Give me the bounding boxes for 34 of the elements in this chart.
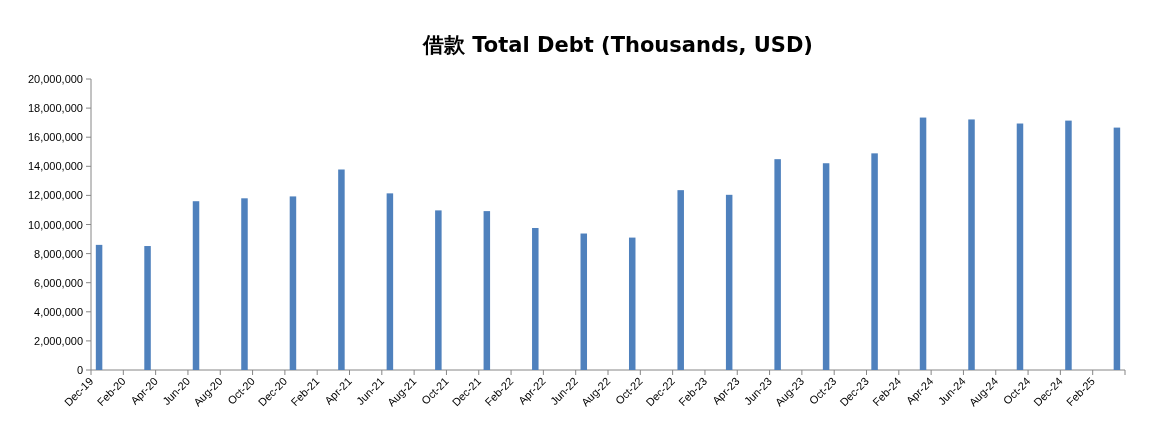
bar	[1065, 120, 1072, 370]
bar	[871, 153, 878, 370]
bar	[1016, 123, 1024, 370]
bar	[1113, 127, 1121, 370]
bar	[725, 194, 733, 370]
bar	[677, 190, 684, 370]
chart-title: 借款 Total Debt (Thousands, USD)	[422, 33, 813, 57]
y-tick-label: 12,000,000	[27, 189, 83, 202]
y-tick-label: 0	[76, 364, 83, 376]
bar	[774, 159, 781, 370]
bar	[144, 246, 151, 370]
bar	[968, 119, 975, 370]
y-tick-label: 6,000,000	[34, 276, 83, 289]
y-tick-label: 2,000,000	[34, 334, 83, 347]
bar	[386, 193, 394, 370]
y-tick-label: 4,000,000	[34, 305, 83, 318]
y-tick-label: 14,000,000	[27, 160, 83, 173]
y-tick-label: 18,000,000	[27, 102, 83, 115]
bar	[532, 227, 539, 370]
bar	[192, 201, 200, 370]
bar	[628, 237, 636, 370]
bar	[289, 196, 297, 370]
bar	[919, 117, 927, 370]
y-tick-label: 8,000,000	[34, 247, 83, 260]
bar	[435, 210, 442, 370]
bar	[483, 211, 491, 370]
bar	[241, 198, 248, 370]
y-tick-label: 20,000,000	[27, 73, 83, 85]
y-tick-label: 16,000,000	[27, 131, 83, 144]
bar	[95, 244, 103, 370]
bar	[822, 163, 830, 370]
y-tick-label: 10,000,000	[27, 218, 83, 231]
bar	[338, 169, 345, 370]
bar	[580, 233, 588, 370]
